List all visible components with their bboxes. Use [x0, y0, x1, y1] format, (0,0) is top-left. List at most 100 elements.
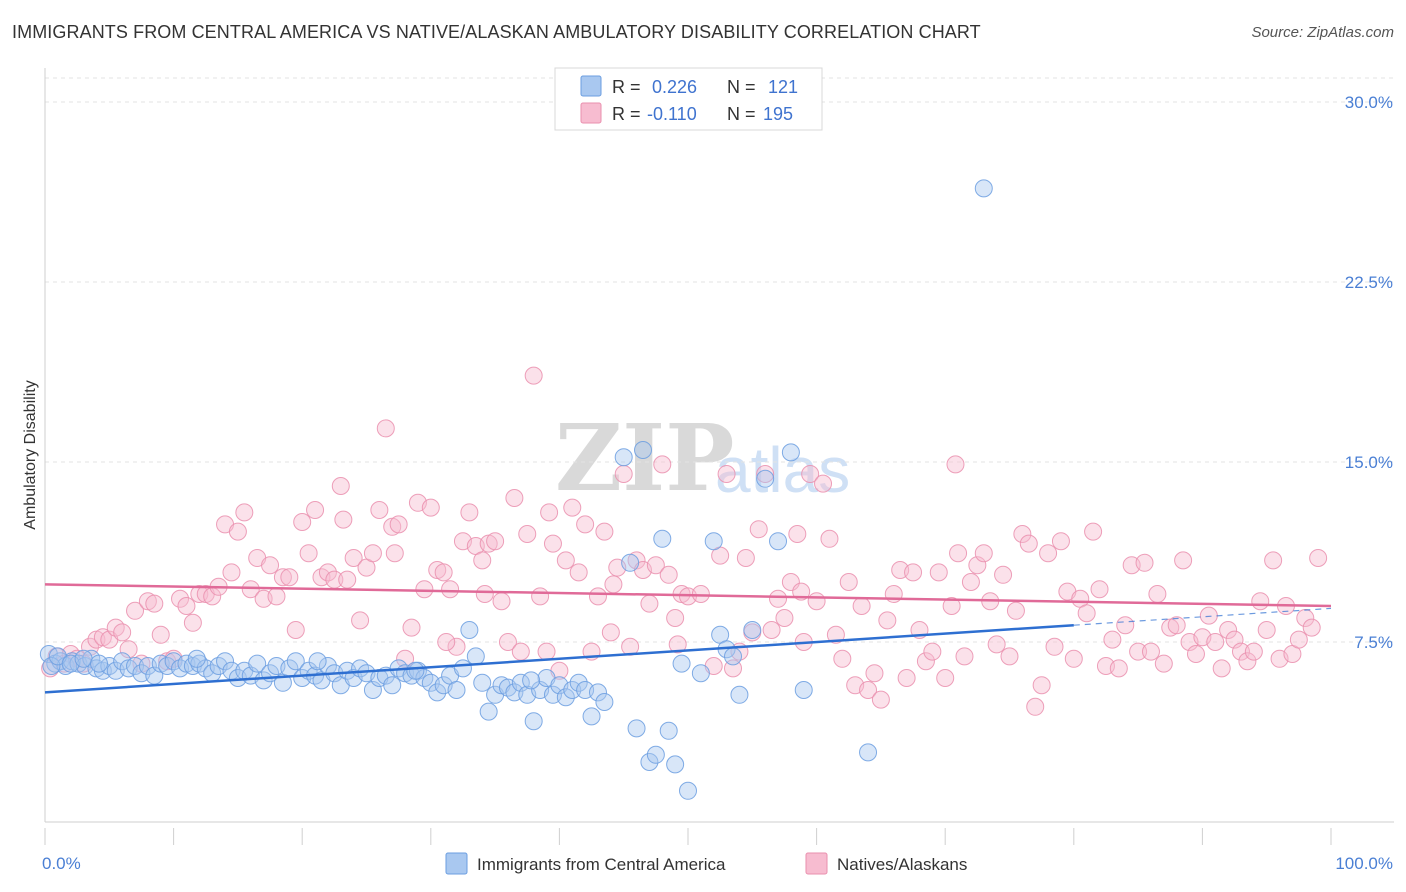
y-axis-label: Ambulatory Disability — [22, 380, 39, 529]
point-natives — [569, 563, 588, 582]
point-immigrants — [460, 621, 479, 639]
point-natives — [769, 589, 788, 608]
point-natives — [421, 498, 440, 517]
point-natives — [916, 652, 935, 671]
point-natives — [614, 465, 633, 483]
point-natives — [486, 532, 505, 551]
point-natives — [1154, 654, 1173, 673]
point-natives — [749, 520, 768, 539]
point-natives — [145, 594, 164, 613]
point-immigrants — [90, 654, 109, 673]
point-immigrants — [666, 755, 685, 774]
point-immigrants — [75, 657, 94, 675]
point-natives — [306, 501, 325, 519]
legend: R = 0.226 N = 121 R = -0.110 N = 195 — [554, 67, 823, 131]
point-natives — [556, 551, 575, 570]
point-natives — [475, 585, 494, 603]
point-natives — [1019, 534, 1038, 553]
point-natives — [1084, 522, 1103, 541]
point-natives — [126, 601, 145, 620]
point-natives — [1244, 642, 1263, 661]
point-natives — [1064, 649, 1083, 668]
point-natives — [1116, 616, 1135, 635]
point-natives — [974, 544, 993, 563]
point-natives — [1238, 652, 1257, 671]
point-natives — [334, 510, 353, 529]
point-immigrants — [724, 647, 743, 666]
point-natives — [775, 609, 794, 627]
point-immigrants — [704, 532, 723, 551]
legend-n-value-1: 121 — [768, 77, 798, 97]
point-immigrants — [588, 683, 607, 702]
point-immigrants — [659, 721, 678, 740]
point-natives — [1219, 621, 1238, 639]
y-tick-label: 15.0% — [1345, 453, 1393, 472]
axes: 7.5% 15.0% 22.5% 30.0% 0.0% 100.0% — [42, 68, 1394, 873]
point-natives — [1077, 604, 1096, 623]
point-natives — [1309, 549, 1328, 567]
point-natives — [151, 625, 170, 644]
point-natives — [1186, 645, 1205, 663]
point-natives — [518, 525, 537, 543]
point-natives — [1013, 525, 1032, 543]
legend-swatch-blue — [580, 75, 602, 97]
point-natives — [691, 585, 710, 603]
point-natives — [946, 455, 965, 474]
bottom-legend-label-blue: Immigrants from Central America — [477, 855, 726, 874]
point-natives — [576, 515, 595, 534]
data-points — [39, 179, 1328, 800]
point-natives — [286, 621, 305, 639]
point-natives — [865, 664, 884, 683]
trend-line-immigrants — [44, 623, 1074, 694]
point-immigrants — [126, 657, 145, 675]
bottom-legend: Immigrants from Central America Natives/… — [445, 852, 967, 875]
point-natives — [171, 589, 190, 608]
point-immigrants — [383, 676, 402, 695]
point-natives — [183, 613, 202, 632]
legend-r-label-1: R = — [612, 77, 641, 97]
point-natives — [942, 597, 961, 615]
point-immigrants — [466, 647, 485, 666]
point-natives — [659, 565, 678, 584]
point-immigrants — [524, 712, 543, 731]
point-natives — [646, 556, 665, 575]
point-immigrants — [563, 681, 582, 699]
point-natives — [717, 465, 736, 483]
point-immigrants — [216, 652, 235, 671]
point-natives — [640, 594, 659, 613]
point-immigrants — [743, 621, 762, 639]
point-natives — [987, 635, 1006, 654]
point-natives — [293, 513, 312, 531]
point-immigrants — [308, 652, 327, 671]
point-natives — [1264, 551, 1283, 570]
point-natives — [376, 419, 395, 438]
trend-line-natives — [44, 583, 1332, 608]
point-natives — [949, 544, 968, 563]
point-natives — [756, 465, 775, 483]
point-natives — [1090, 580, 1109, 599]
bottom-legend-swatch-blue — [445, 852, 468, 875]
point-natives — [826, 625, 845, 644]
point-natives — [261, 556, 280, 575]
point-natives — [1006, 601, 1025, 620]
point-natives — [267, 587, 286, 606]
point-natives — [1039, 544, 1058, 563]
point-immigrants — [859, 743, 878, 762]
point-natives — [929, 563, 948, 582]
point-immigrants — [286, 652, 305, 671]
point-natives — [1129, 642, 1148, 661]
point-natives — [839, 573, 858, 591]
point-natives — [1302, 618, 1321, 637]
point-immigrants — [794, 681, 813, 699]
point-natives — [871, 690, 890, 709]
y-tick-label: 22.5% — [1345, 273, 1393, 292]
point-natives — [1251, 592, 1270, 611]
point-natives — [1174, 551, 1193, 570]
point-immigrants — [479, 702, 498, 721]
point-natives — [1141, 642, 1160, 661]
point-natives — [563, 498, 582, 517]
point-immigrants — [428, 683, 447, 702]
point-natives — [604, 575, 623, 594]
point-natives — [370, 501, 389, 519]
